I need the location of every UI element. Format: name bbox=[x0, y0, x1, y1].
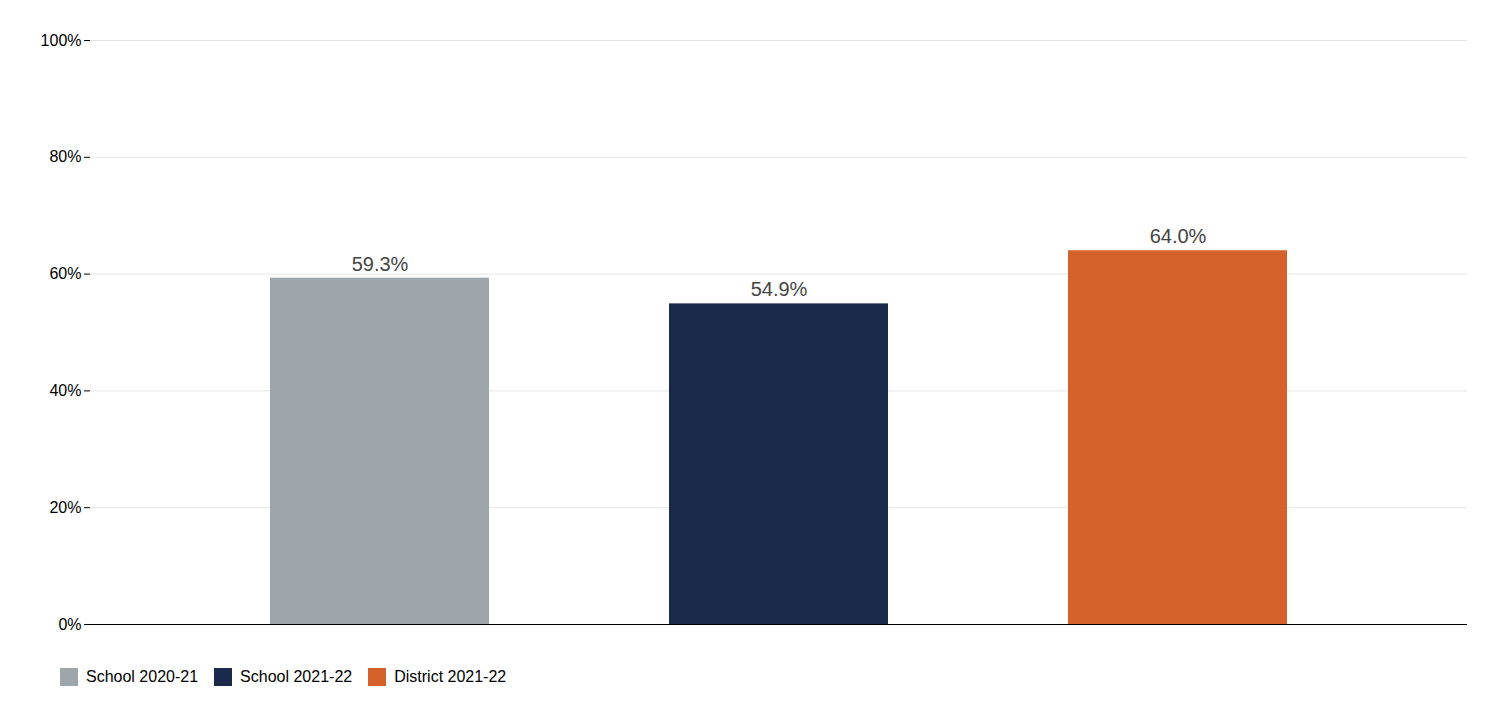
svg-text:54.9%: 54.9% bbox=[751, 278, 808, 300]
svg-text:100%: 100% bbox=[41, 32, 82, 49]
html-text:School 2020-21: School 2020-21 bbox=[86, 667, 199, 685]
html-text:District 2021-22: District 2021-22 bbox=[394, 667, 507, 685]
svg-text:80%: 80% bbox=[49, 148, 81, 165]
svg-text:64.0%: 64.0% bbox=[1150, 225, 1207, 247]
svg-text:20%: 20% bbox=[49, 499, 81, 516]
html-text:School 2021-22: School 2021-22 bbox=[240, 667, 353, 685]
svg-text:0%: 0% bbox=[58, 616, 81, 633]
svg-text:59.3%: 59.3% bbox=[352, 253, 409, 275]
svg-text:60%: 60% bbox=[49, 265, 81, 282]
svg-text:40%: 40% bbox=[49, 382, 81, 399]
